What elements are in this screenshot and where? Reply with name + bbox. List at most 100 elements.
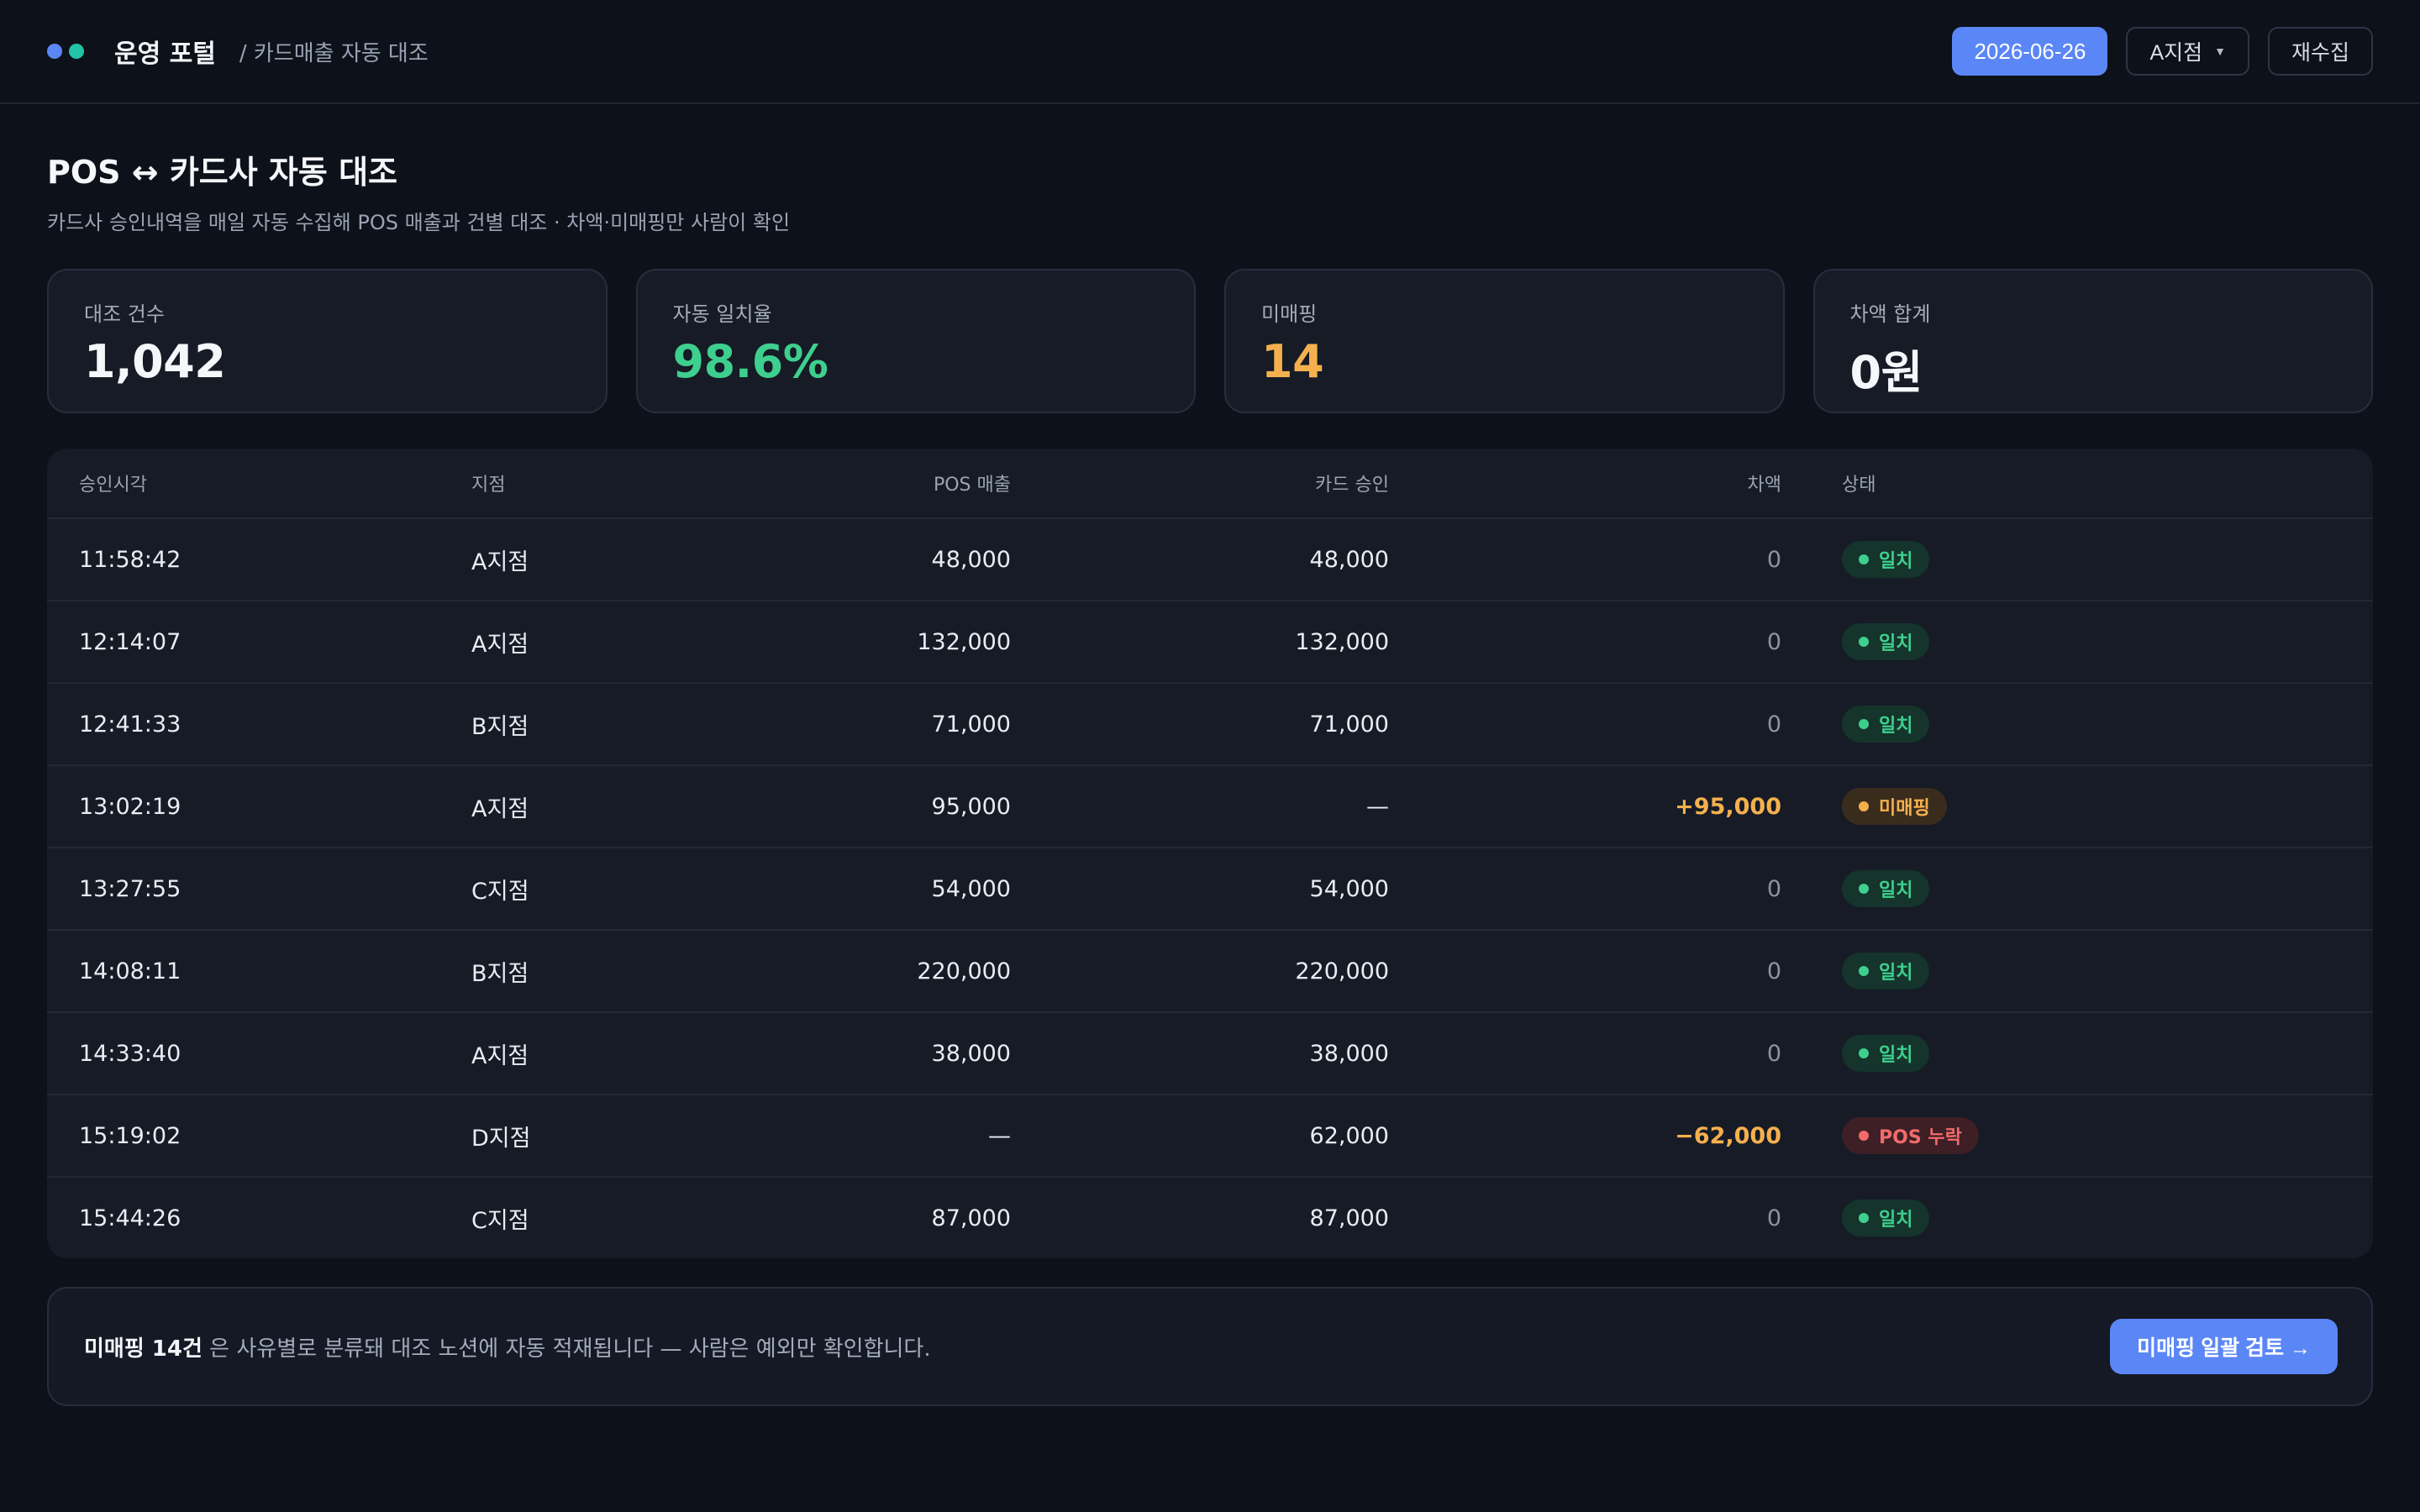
breadcrumb: / 카드매출 자동 대조 (239, 40, 429, 66)
cell-branch: B지점 (471, 713, 529, 740)
cell-branch: D지점 (471, 1125, 531, 1152)
logo-dot-teal (69, 44, 84, 59)
footer-message: 미매핑 14건 은 사유별로 분류돼 대조 노션에 자동 적재됩니다 — 사람은… (84, 1331, 931, 1362)
cell-status: 일치 (1781, 953, 2341, 990)
review-unmapped-button[interactable]: 미매핑 일괄 검토 → (2110, 1319, 2338, 1374)
cell-status: 일치 (1781, 706, 2341, 743)
cell-status: 일치 (1781, 623, 2341, 660)
cell-time: 12:41:33 (79, 711, 182, 738)
reconciliation-table: 승인시각 지점 POS 매출 카드 승인 차액 상태 11:58:42 A지점 48… (47, 449, 2373, 1258)
cell-diff: +95,000 (1675, 793, 1781, 820)
status-dot-icon (1859, 1131, 1869, 1141)
table-row[interactable]: 15:19:02 D지점 — 62,000 −62,000 POS 누락 (47, 1094, 2373, 1176)
column-header-time: 승인시각 (79, 475, 147, 496)
top-bar: 운영 포털 / 카드매출 자동 대조 2026-06-26 A지점 ▼ 재수집 (0, 0, 2420, 104)
kpi-label: 차액 합계 (1849, 302, 1931, 326)
logo-dot-blue (47, 44, 62, 59)
table-row[interactable]: 13:27:55 C지점 54,000 54,000 0 일치 (47, 847, 2373, 929)
table-row[interactable]: 12:14:07 A지점 132,000 132,000 0 일치 (47, 600, 2373, 682)
table-row[interactable]: 11:58:42 A지점 48,000 48,000 0 일치 (47, 517, 2373, 600)
cell-branch: C지점 (471, 1207, 529, 1234)
status-label: POS 누락 (1879, 1127, 1962, 1148)
cell-time: 14:33:40 (79, 1040, 182, 1067)
page-title: POS ↔ 카드사 자동 대조 (47, 154, 398, 191)
cell-diff: 0 (1766, 958, 1781, 984)
kpi-card-match-rate: 자동 일치율 98.6% (635, 269, 1196, 413)
table-row[interactable]: 14:33:40 A지점 38,000 38,000 0 일치 (47, 1011, 2373, 1094)
cell-diff: −62,000 (1675, 1122, 1781, 1149)
page-subtitle: 카드사 승인내역을 매일 자동 수집해 POS 매출과 건별 대조 · 차액·미… (47, 211, 791, 234)
footer-banner: 미매핑 14건 은 사유별로 분류돼 대조 노션에 자동 적재됩니다 — 사람은… (47, 1287, 2373, 1406)
kpi-card-unmapped: 미매핑 14 (1224, 269, 1785, 413)
cell-pos-amount: 87,000 (931, 1205, 1011, 1231)
status-badge: 일치 (1842, 1035, 1930, 1072)
status-badge: 일치 (1842, 623, 1930, 660)
table-row[interactable]: 14:08:11 B지점 220,000 220,000 0 일치 (47, 929, 2373, 1011)
cell-diff: 0 (1766, 875, 1781, 902)
kpi-card-total: 대조 건수 1,042 (47, 269, 608, 413)
cell-pos-amount: 71,000 (931, 711, 1011, 738)
footer-highlight: 미매핑 14건 (84, 1336, 203, 1362)
kpi-card-diff-total: 차액 합계 0원 (1812, 269, 2373, 413)
caret-down-icon: ▼ (2214, 45, 2226, 58)
status-badge: 일치 (1842, 541, 1930, 578)
status-label: 일치 (1879, 1045, 1913, 1066)
cell-diff: 0 (1766, 628, 1781, 655)
kpi-value: 14 (1261, 335, 1324, 388)
status-label: 일치 (1879, 551, 1913, 572)
cell-pos-amount: 38,000 (931, 1040, 1011, 1067)
cell-diff: 0 (1766, 711, 1781, 738)
cell-status: 미매핑 (1781, 788, 2341, 825)
column-header-status: 상태 (1842, 475, 1876, 496)
cell-card-amount: 38,000 (1309, 1040, 1389, 1067)
column-header-pos: POS 매출 (933, 475, 1011, 496)
status-badge: 일치 (1842, 953, 1930, 990)
status-badge: 일치 (1842, 706, 1930, 743)
status-label: 일치 (1879, 880, 1913, 901)
kpi-label: 미매핑 (1261, 302, 1318, 326)
cell-status: 일치 (1781, 870, 2341, 907)
table-row[interactable]: 15:44:26 C지점 87,000 87,000 0 일치 (47, 1176, 2373, 1258)
kpi-label: 대조 건수 (84, 302, 165, 326)
status-badge: 미매핑 (1842, 788, 1947, 825)
cell-time: 15:44:26 (79, 1205, 182, 1231)
logo-dots (47, 44, 84, 59)
cell-time: 11:58:42 (79, 546, 182, 573)
cell-pos-amount: 54,000 (931, 875, 1011, 902)
cell-pos-amount: 95,000 (931, 793, 1011, 820)
brand-title: 운영 포털 (114, 39, 216, 69)
main-content: POS ↔ 카드사 자동 대조 카드사 승인내역을 매일 자동 수집해 POS … (0, 104, 2420, 1406)
cell-card-amount: — (1366, 793, 1389, 820)
cell-time: 13:02:19 (79, 793, 182, 820)
status-dot-icon (1859, 1213, 1869, 1223)
kpi-label: 자동 일치율 (672, 302, 772, 326)
cell-branch: C지점 (471, 878, 529, 905)
status-dot-icon (1859, 801, 1869, 811)
column-header-card: 카드 승인 (1315, 475, 1389, 496)
refetch-button[interactable]: 재수집 (2267, 27, 2373, 76)
cell-card-amount: 48,000 (1309, 546, 1389, 573)
table-row[interactable]: 13:02:19 A지점 95,000 — +95,000 미매핑 (47, 764, 2373, 847)
cell-pos-amount: — (988, 1122, 1011, 1149)
cell-time: 13:27:55 (79, 875, 182, 902)
cell-time: 15:19:02 (79, 1122, 182, 1149)
status-dot-icon (1859, 637, 1869, 647)
branch-select-label: A지점 (2149, 41, 2203, 65)
status-label: 미매핑 (1879, 798, 1930, 819)
column-header-branch: 지점 (471, 475, 506, 496)
cell-status: 일치 (1781, 1200, 2341, 1236)
table-header-row: 승인시각 지점 POS 매출 카드 승인 차액 상태 (47, 449, 2373, 517)
cell-status: 일치 (1781, 1035, 2341, 1072)
date-picker-button[interactable]: 2026-06-26 (1952, 27, 2108, 76)
status-label: 일치 (1879, 1210, 1913, 1231)
cell-card-amount: 62,000 (1309, 1122, 1389, 1149)
status-label: 일치 (1879, 633, 1913, 654)
status-badge: POS 누락 (1842, 1117, 1979, 1154)
kpi-value: 1,042 (84, 335, 226, 388)
footer-text: 은 사유별로 분류돼 대조 노션에 자동 적재됩니다 — 사람은 예외만 확인합… (202, 1336, 931, 1362)
status-badge: 일치 (1842, 1200, 1930, 1236)
branch-select[interactable]: A지점 ▼ (2126, 27, 2249, 76)
status-label: 일치 (1879, 716, 1913, 737)
status-dot-icon (1859, 554, 1869, 564)
table-row[interactable]: 12:41:33 B지점 71,000 71,000 0 일치 (47, 682, 2373, 764)
